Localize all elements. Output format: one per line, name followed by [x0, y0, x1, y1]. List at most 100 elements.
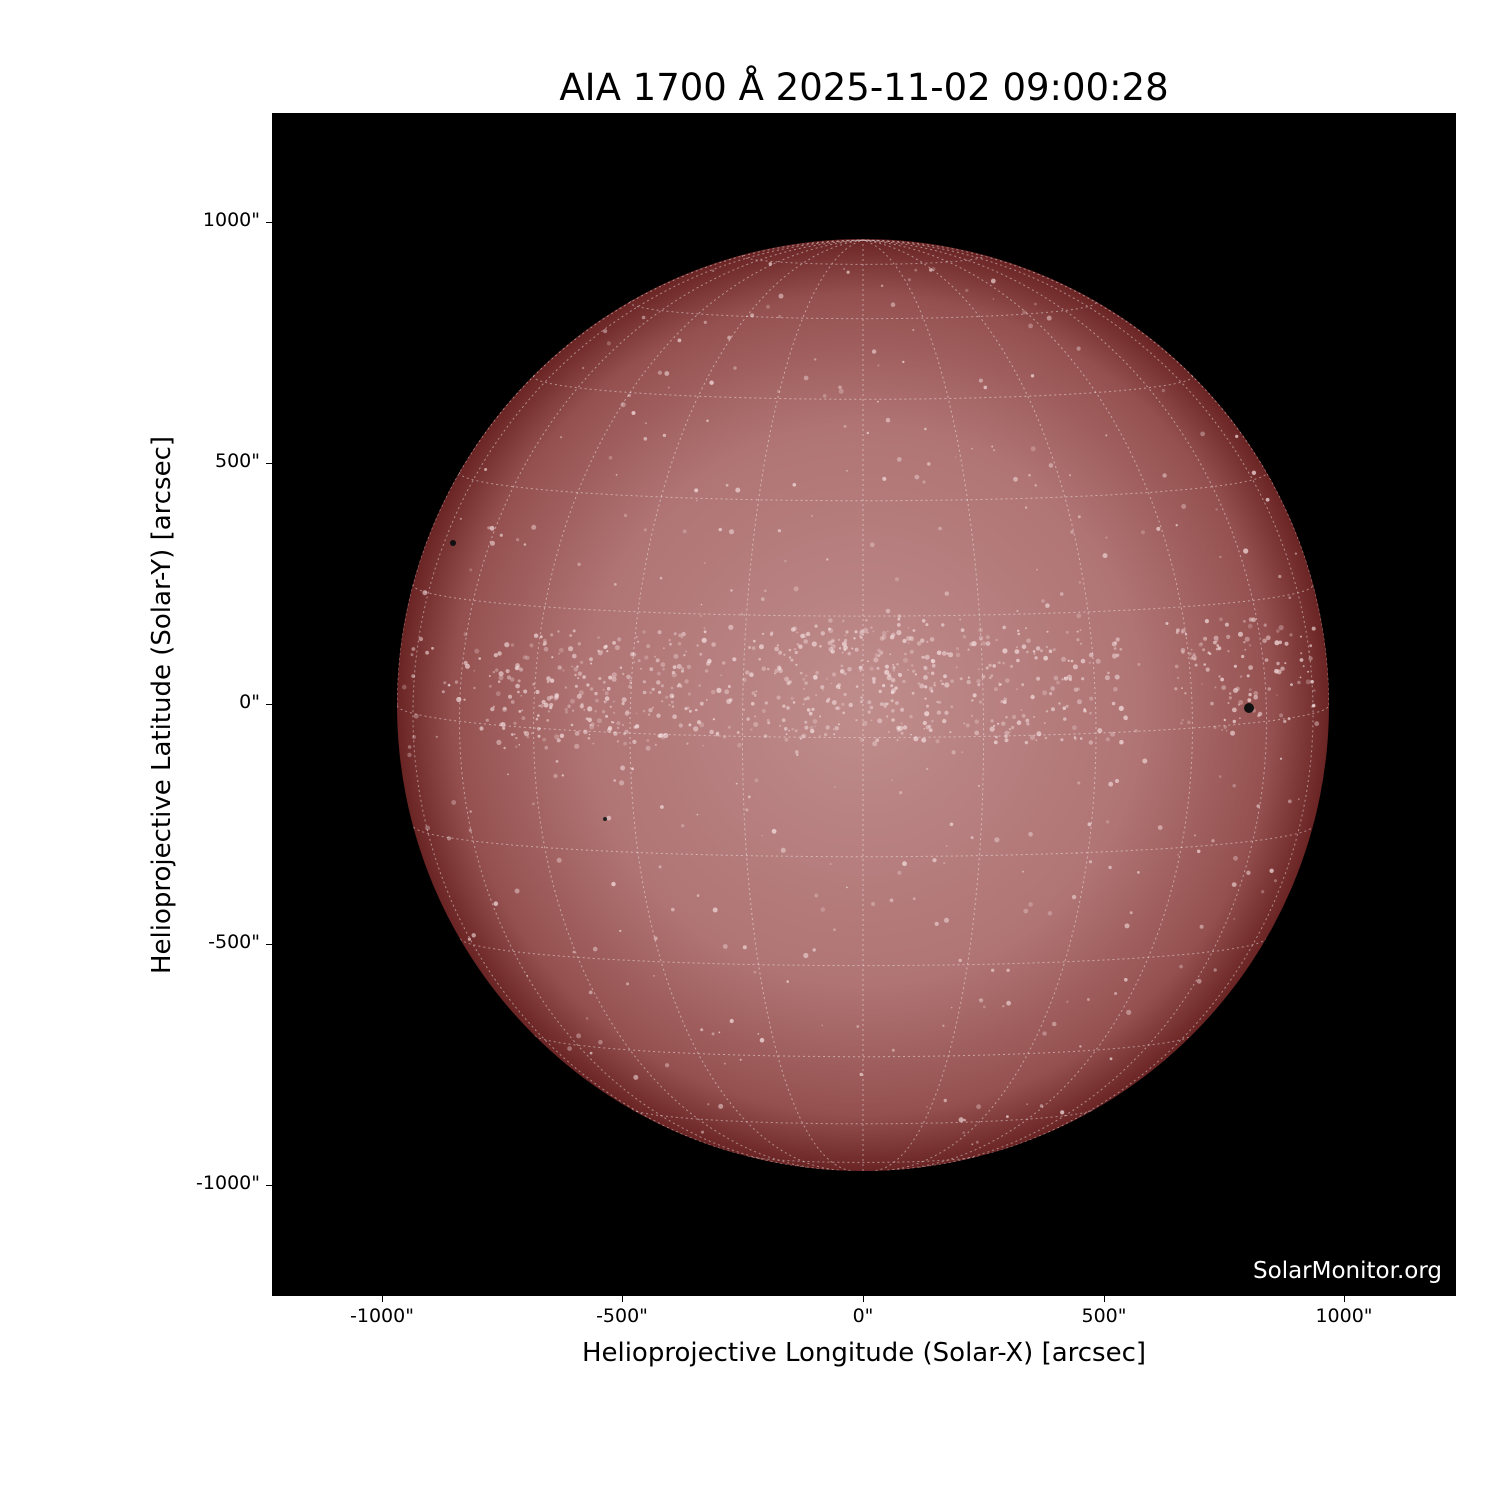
plage-speck [537, 734, 541, 738]
plage-speck [1200, 431, 1205, 437]
plage-speck [933, 683, 936, 687]
plage-speck [1025, 627, 1027, 630]
plage-speck [894, 577, 900, 582]
plage-speck [764, 589, 767, 593]
plage-speck [1021, 683, 1025, 687]
plage-speck [418, 636, 424, 642]
plage-speck [776, 695, 781, 700]
plage-speck [603, 329, 608, 334]
plage-speck [516, 538, 520, 542]
plage-speck [890, 690, 895, 695]
plage-speck [794, 650, 798, 655]
plage-speck [796, 753, 799, 756]
plage-speck [1314, 721, 1320, 727]
plage-speck [564, 686, 568, 689]
plage-speck [783, 653, 786, 656]
plage-speck [782, 704, 786, 708]
plage-speck [559, 733, 565, 738]
plage-speck [930, 659, 936, 664]
plage-speck [583, 709, 586, 711]
plage-speck [928, 728, 933, 732]
plage-speck [779, 724, 782, 728]
plage-speck [506, 675, 512, 680]
plage-speck [590, 662, 593, 665]
plage-speck [1193, 834, 1196, 837]
plage-speck [909, 649, 914, 654]
plage-speck [867, 700, 872, 705]
plage-speck [742, 677, 747, 683]
plage-speck [1162, 473, 1167, 478]
plage-speck [827, 697, 831, 701]
plage-speck [1016, 646, 1018, 648]
plage-speck [1110, 731, 1116, 737]
plage-speck [1016, 610, 1019, 612]
plage-speck [955, 666, 958, 669]
plage-speck [601, 710, 606, 714]
plage-speck [619, 929, 622, 933]
plage-speck [885, 715, 889, 718]
plage-speck [828, 627, 831, 631]
plage-speck [1223, 718, 1226, 722]
plage-speck [572, 653, 577, 659]
plage-speck [537, 714, 540, 717]
plage-speck [873, 657, 879, 663]
plage-speck [1180, 721, 1183, 725]
plage-speck [463, 632, 468, 637]
plage-speck [1200, 642, 1203, 645]
plage-speck [815, 670, 819, 675]
plage-speck [478, 657, 481, 660]
plage-speck [926, 704, 929, 708]
plage-speck [1126, 1009, 1132, 1015]
plage-speck [677, 338, 682, 343]
plage-speck [463, 698, 466, 701]
plage-speck [740, 613, 743, 616]
plage-speck [652, 706, 654, 709]
plage-speck [998, 682, 1000, 684]
plage-speck [589, 724, 592, 726]
plage-speck [456, 696, 462, 703]
plage-speck [610, 721, 613, 723]
plage-speck [892, 668, 896, 672]
plage-speck [1199, 924, 1204, 929]
plage-speck [1088, 860, 1093, 864]
plage-speck [589, 687, 594, 691]
plage-speck [703, 562, 706, 564]
plage-speck [912, 328, 915, 332]
plage-speck [747, 795, 751, 799]
plage-speck [820, 907, 826, 912]
plage-speck [1114, 641, 1117, 645]
plage-speck [1003, 697, 1008, 702]
plage-speck [997, 722, 1000, 725]
plage-speck [1184, 633, 1188, 636]
plage-speck [1198, 642, 1203, 647]
plage-speck [538, 704, 541, 707]
plage-speck [1311, 626, 1316, 631]
plage-speck [451, 800, 457, 805]
plage-speck [576, 665, 579, 668]
plage-speck [1241, 654, 1245, 659]
plage-speck [611, 676, 617, 682]
plage-speck [804, 681, 808, 685]
plage-speck [985, 641, 991, 646]
plage-speck [914, 474, 920, 480]
plage-speck [1026, 1103, 1029, 1106]
plage-speck [1030, 694, 1035, 700]
plage-speck [1088, 652, 1094, 658]
plage-speck [1002, 661, 1005, 665]
plage-speck [1045, 710, 1049, 713]
plage-speck [606, 815, 612, 821]
plage-speck [892, 666, 896, 670]
plage-speck [1080, 642, 1082, 645]
plage-speck [1034, 656, 1038, 660]
plage-speck [1279, 713, 1284, 718]
plage-speck [555, 760, 559, 763]
plage-speck [838, 385, 842, 390]
grid-line [459, 938, 1267, 967]
plage-speck [979, 700, 983, 704]
plage-speck [895, 701, 899, 705]
plage-speck [1119, 647, 1123, 651]
plage-speck [769, 633, 773, 637]
plage-speck [670, 686, 674, 690]
plage-speck [843, 672, 847, 676]
plage-speck [1300, 652, 1303, 655]
